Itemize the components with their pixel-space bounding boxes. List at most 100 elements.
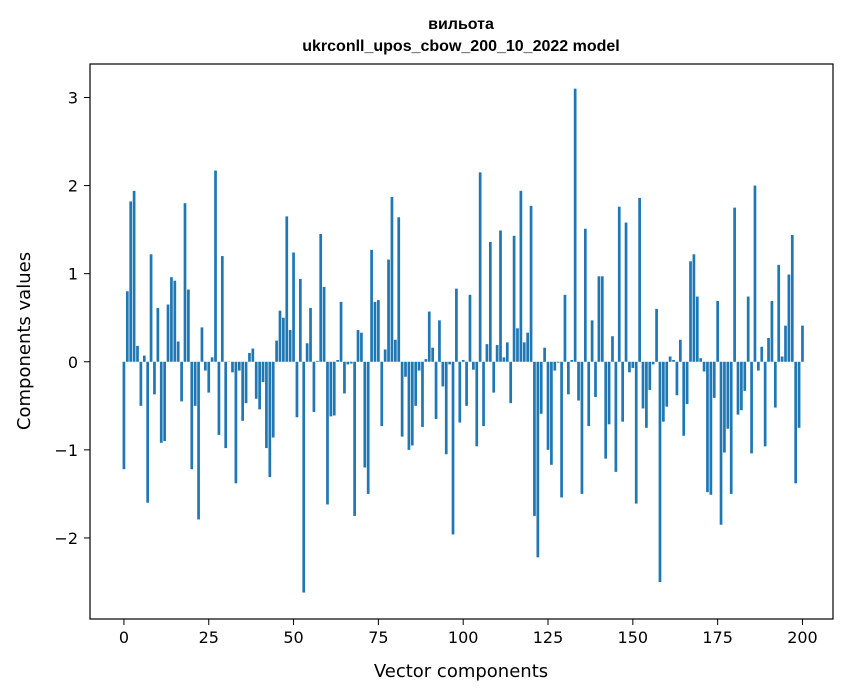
bar [567, 361, 570, 395]
bar [302, 361, 306, 593]
bar [319, 234, 323, 362]
bar [203, 361, 207, 371]
bar [577, 361, 580, 401]
bar [455, 288, 458, 362]
bar [122, 361, 126, 470]
bar [607, 361, 611, 425]
bar [482, 361, 485, 427]
bar [156, 308, 160, 362]
bar [180, 361, 183, 402]
bar [472, 361, 475, 370]
bar [583, 228, 587, 362]
bar [366, 361, 370, 494]
x-axis-label: Vector components [374, 661, 548, 682]
bar [468, 294, 472, 362]
bar [377, 300, 380, 362]
bar [539, 361, 543, 414]
bar [251, 348, 255, 362]
bar [363, 361, 367, 468]
bar [410, 361, 414, 446]
bar [478, 172, 482, 362]
bar [543, 347, 546, 362]
bar [237, 361, 241, 371]
bar [427, 311, 431, 362]
bar [678, 339, 682, 362]
chart-subtitle: ukrconll_upos_cbow_200_10_2022 model [302, 38, 619, 55]
bar [373, 301, 377, 362]
x-tick-label: 200 [787, 628, 818, 647]
bar [516, 328, 519, 362]
bar [241, 361, 245, 421]
bar [387, 259, 390, 362]
bar [197, 361, 200, 520]
bar [268, 361, 272, 478]
bar [641, 361, 645, 409]
bar [614, 361, 618, 472]
bar [699, 358, 703, 362]
bar [573, 88, 577, 362]
bar [383, 349, 387, 362]
bar [665, 361, 669, 407]
bar [763, 361, 767, 447]
bar [125, 291, 129, 362]
bar [224, 361, 228, 449]
bar [526, 332, 530, 362]
bar [634, 361, 638, 504]
y-tick-label: 3 [68, 88, 78, 107]
bar [149, 254, 153, 362]
bar [400, 361, 404, 437]
bar [716, 300, 719, 362]
bar [495, 345, 499, 362]
bar [254, 361, 258, 399]
x-tick-label: 150 [618, 628, 649, 647]
chart-title: вильота [428, 16, 494, 33]
bar [777, 264, 781, 362]
bar [336, 360, 340, 362]
bar [282, 317, 285, 362]
y-tick-label: 1 [68, 265, 78, 284]
bar [132, 190, 136, 362]
bar [668, 356, 672, 362]
bar [217, 361, 221, 435]
y-tick-label: −2 [54, 529, 78, 548]
bar [522, 342, 526, 362]
bar [356, 330, 360, 362]
bar [220, 256, 224, 362]
bar [736, 361, 740, 415]
bar [332, 361, 336, 416]
bar [176, 341, 180, 362]
bar [750, 361, 753, 454]
bar [417, 361, 421, 371]
bar [231, 361, 234, 373]
bar [550, 361, 553, 465]
bar [200, 327, 204, 362]
bar [312, 361, 316, 412]
bar [767, 337, 770, 362]
bar [658, 361, 662, 582]
bar [563, 294, 567, 362]
bar [600, 276, 604, 362]
y-axis-label: Components values [14, 252, 35, 430]
bar [292, 252, 295, 362]
bar [461, 360, 465, 362]
bar [712, 361, 716, 398]
x-tick-label: 0 [119, 628, 129, 647]
bar [801, 325, 804, 362]
bar [624, 222, 628, 362]
bar [682, 361, 686, 436]
x-tick-label: 125 [533, 628, 564, 647]
bar [628, 361, 631, 373]
bar [298, 278, 302, 362]
bar [740, 361, 743, 411]
bar [170, 277, 173, 362]
bar [129, 201, 133, 362]
bar [136, 345, 139, 362]
bar [146, 361, 150, 503]
bar [248, 352, 251, 362]
bar [760, 346, 764, 362]
bar [234, 361, 238, 484]
bar [651, 361, 655, 365]
bar [719, 361, 723, 525]
bar [505, 342, 509, 362]
